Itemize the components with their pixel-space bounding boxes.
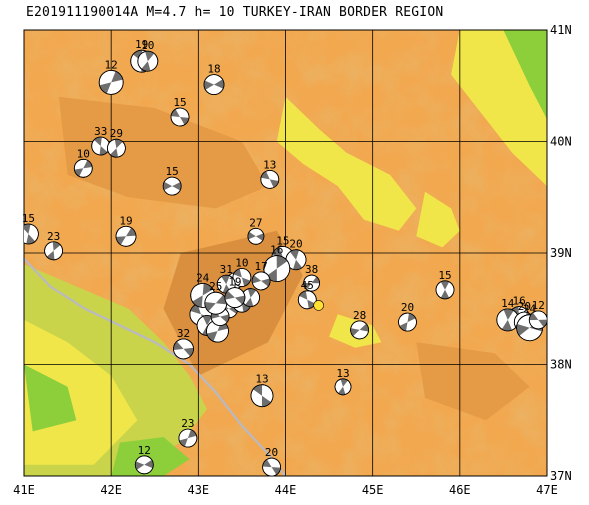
mechanism-depth-label: 19 (228, 276, 241, 289)
beachball (44, 241, 63, 261)
mechanism-depth-label: 12 (138, 444, 151, 457)
mechanism-depth-label: 19 (119, 214, 132, 227)
beachball (334, 378, 352, 396)
beachball (496, 308, 520, 332)
mechanism-depth-label: 13 (255, 373, 268, 386)
mechanism-depth-label: 10 (235, 257, 248, 270)
mechanism-depth-label: 13 (336, 367, 349, 380)
map-frame (23, 29, 548, 477)
beachball (107, 138, 126, 158)
lon-tick-label: 46E (449, 483, 471, 497)
mechanism-depth-label: 38 (305, 263, 318, 276)
beachball (251, 271, 271, 291)
beachball (350, 320, 370, 340)
mechanism-depth-label: 23 (181, 417, 194, 430)
beachball (206, 319, 229, 343)
epicenter-marker (313, 300, 324, 311)
lon-tick-label: 43E (187, 483, 209, 497)
mechanism-depth-label: 20 (265, 446, 278, 459)
lon-tick-label: 42E (100, 483, 122, 497)
mechanism-depth-label: 32 (177, 327, 190, 340)
mechanism-depth-label: 23 (47, 230, 60, 243)
beachball (250, 384, 274, 408)
lat-tick-label: 40N (550, 135, 572, 149)
lat-tick-label: 37N (550, 469, 572, 483)
mechanism-depth-label: 17 (254, 260, 267, 273)
mechanism-depth-label: 12 (532, 299, 545, 312)
beachball (203, 74, 225, 95)
mechanism-depth-label: 15 (173, 96, 186, 109)
beachball (435, 280, 455, 300)
beachball (247, 227, 265, 245)
beachball (260, 169, 280, 189)
beachball (263, 255, 291, 283)
mechanism-depth-label: 12 (105, 58, 118, 71)
beachball (528, 310, 547, 330)
mechanism-depth-label: 14 (501, 297, 515, 310)
beachball (204, 291, 228, 315)
beachball (115, 225, 137, 247)
beachball (73, 158, 93, 178)
beachball (162, 176, 182, 196)
mechanism-depth-label: 28 (353, 309, 366, 322)
river-line (24, 257, 287, 476)
beachball (137, 50, 159, 72)
highland-area (416, 342, 530, 421)
lowland-area (24, 319, 138, 465)
axis-labels: 41E 42E 43E 44E 45E 46E 47E 41N 40N 39N 38N 37N (13, 23, 572, 497)
mechanism-depth-label: 13 (263, 158, 276, 171)
mechanism-depth-label: 24 (523, 303, 537, 316)
mechanism-depth-label: 15 (166, 165, 179, 178)
lon-tick-label: 41E (13, 483, 35, 497)
lowland-area (416, 191, 460, 248)
green-area (111, 437, 190, 476)
lat-tick-label: 38N (550, 358, 572, 372)
beachball (24, 223, 39, 245)
green-area (503, 30, 547, 120)
lon-tick-label: 45E (362, 483, 384, 497)
mechanism-depth-label: 25 (209, 280, 222, 293)
mechanism-depth-label: 18 (207, 63, 220, 76)
beachball (262, 457, 282, 476)
mechanism-depth-label: 16 (270, 244, 283, 257)
mechanism-depth-label: 20 (401, 301, 414, 314)
mechanism-depth-label: 19 (135, 38, 148, 51)
mechanism-depth-label: 20 (518, 300, 531, 313)
mechanism-depth-label: 24 (196, 271, 210, 284)
mechanism-depth-label: 15 (276, 234, 289, 247)
mechanism-depth-label: 15 (438, 269, 451, 282)
mechanism-depth-label: 20 (289, 238, 302, 251)
mechanism-depth-label: 10 (141, 39, 154, 52)
beachball (134, 455, 154, 475)
beachball (178, 428, 198, 448)
lat-tick-label: 41N (550, 23, 572, 37)
beachball (170, 107, 190, 127)
focal-mechanisms (24, 49, 547, 476)
mechanism-depth-label: 10 (77, 147, 90, 160)
beachball (98, 70, 124, 95)
mechanism-depth-label: 31 (220, 263, 233, 276)
mechanism-depth-label: 15 (22, 212, 35, 225)
mechanism-depth-label: 27 (249, 216, 262, 229)
event-marker (313, 300, 324, 311)
beachball (303, 274, 321, 292)
mechanism-depth-label: 29 (110, 127, 123, 140)
beachball (241, 288, 261, 308)
beachball (398, 312, 417, 332)
green-area (24, 364, 77, 432)
mechanism-depth-label: 16 (512, 295, 525, 308)
mechanism-depth-label: 45 (301, 279, 314, 292)
beachball (224, 287, 246, 309)
lon-tick-label: 44E (275, 483, 297, 497)
beachball (232, 268, 252, 287)
beachball (173, 338, 194, 360)
lon-tick-label: 47E (536, 483, 558, 497)
lat-tick-label: 39N (550, 246, 572, 260)
mechanism-depth-label: 33 (94, 125, 107, 138)
lowland-area (276, 96, 417, 231)
beachball (285, 249, 307, 271)
map-title: E201911190014A M=4.7 h= 10 TURKEY-IRAN B… (26, 5, 444, 20)
